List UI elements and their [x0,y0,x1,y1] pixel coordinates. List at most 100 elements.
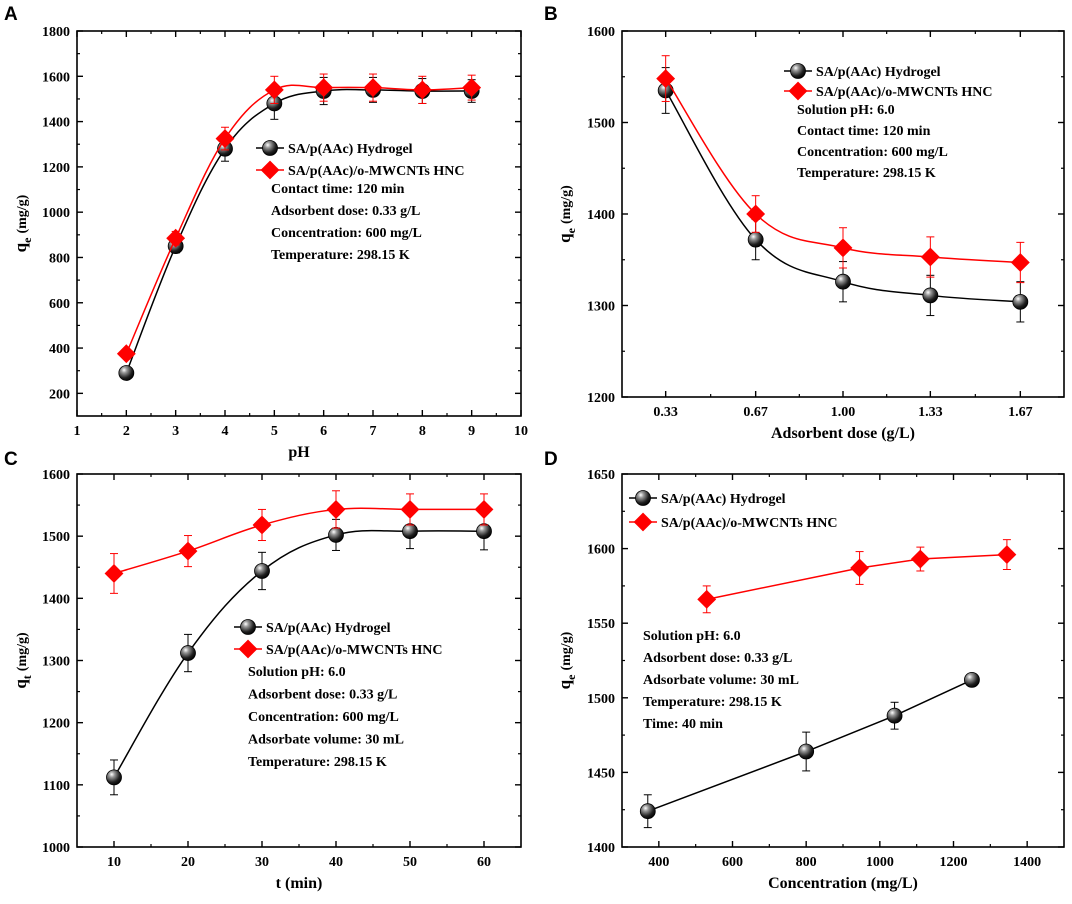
y-axis-label: qt (mg/g) [11,632,34,689]
series-line [665,78,1021,264]
y-axis-label: qe (mg/g) [555,631,578,689]
legend-entry: SA/p(AAc)/o-MWCNTs HNC [784,81,992,101]
data-point [964,671,980,688]
x-tick-label: 0.67 [743,405,768,420]
x-tick-label: 7 [370,424,377,439]
data-point [833,238,853,258]
y-axis-label: qe (mg/g) [11,194,34,252]
x-tick-label: 1 [74,424,81,439]
legend-entry: SA/p(AAc)/o-MWCNTs HNC [629,512,837,532]
x-tick-label: 20 [181,855,195,870]
y-tick-label: 1650 [587,468,615,483]
data-point [474,500,494,519]
data-point [746,204,766,224]
y-axis-label-unit: (mg/g) [559,185,574,224]
y-axis-label-sub: e [564,227,578,233]
y-tick-label: 1400 [42,116,70,131]
data-point [920,247,940,267]
x-axis-label: Concentration (mg/L) [768,875,918,892]
y-tick-label: 1600 [42,468,70,483]
panel-label: D [544,449,558,470]
y-axis-label-sub: t [20,675,34,679]
x-tick-label: 8 [419,424,426,439]
y-tick-label: 1450 [587,766,615,781]
x-tick-label: 10 [107,855,121,870]
y-tick-label: 1200 [42,717,70,732]
series-line [113,507,484,575]
condition-note: Concentration: 600 mg/L [248,710,399,725]
condition-note: Solution pH: 6.0 [797,103,895,118]
legend-label: SA/p(AAc) Hydrogel [661,492,786,507]
panel-a: A 1 2 3 4 5 6 7 8 9 10 200 400 600 800 1000 1200 1400 1600… [4,4,528,461]
y-tick-label: 1500 [587,692,615,707]
x-tick-label: 1.00 [831,405,856,420]
y-tick-label: 1800 [42,25,70,40]
x-axis-label: pH [288,444,310,461]
data-point [118,365,135,381]
data-point [326,500,346,519]
y-tick-label: 1500 [42,530,70,545]
y-axis-label-main: q [11,242,30,252]
y-axis-label-unit: (mg/g) [559,631,574,670]
data-point [328,527,344,543]
series-hnc [697,539,1017,614]
data-point [402,523,418,540]
data-point [215,129,235,148]
x-tick-label: 1400 [1013,855,1041,870]
y-axis-label-main: q [555,679,574,689]
legend-entry: SA/p(AAc)/o-MWCNTs HNC [256,160,464,180]
data-point [697,589,717,609]
y-axis-label-unit: (mg/g) [15,194,30,233]
x-tick-label: 5 [271,424,278,439]
x-tick-label: 4 [222,424,229,439]
y-tick-label: 1400 [42,592,70,607]
legend-entry: SA/p(AAc)/o-MWCNTs HNC [234,639,442,659]
x-tick-label: 60 [477,855,491,870]
data-point [254,563,270,579]
legend-marker [635,490,651,506]
series-line [647,679,973,812]
legend-entry: SA/p(AAc) Hydrogel [234,619,391,636]
data-point [1012,293,1029,310]
condition-note: Solution pH: 6.0 [248,665,346,680]
legend-entry: SA/p(AAc) Hydrogel [256,140,413,157]
series-hnc [116,73,482,364]
y-tick-label: 600 [49,297,70,312]
panel-label: C [4,449,18,470]
condition-note: Temperature: 298.15 K [248,755,387,770]
condition-note: Concentration: 600 mg/L [797,145,948,160]
series-line [665,90,1021,303]
panel-b: B 0.33 0.67 1.00 1.33 1.67 1200 1300 1400 1500 160… [544,4,1065,442]
y-tick-label: 1200 [587,391,615,406]
y-axis-label-main: q [555,233,574,243]
data-point [314,78,334,98]
x-tick-label: 6 [320,424,327,439]
condition-note: Adsorbate volume: 30 mL [248,733,404,748]
data-point [910,549,930,569]
legend-marker [238,639,258,659]
x-tick-label: 400 [648,855,669,870]
y-tick-label: 800 [49,251,70,266]
data-point [180,645,196,661]
condition-note: Contact time: 120 min [797,124,931,139]
y-tick-label: 200 [49,387,70,402]
panel-label: B [544,4,558,25]
condition-note: Adsorbent dose: 0.33 g/L [271,204,420,219]
y-tick-label: 1550 [587,617,615,632]
x-tick-label: 600 [722,855,743,870]
condition-note: Time: 40 min [643,717,723,732]
series-line [706,553,1007,601]
series-hnc [656,55,1030,284]
legend-marker [240,619,256,635]
condition-note: Temperature: 298.15 K [797,166,936,181]
data-point [835,273,851,290]
series-hydrogel [106,512,492,796]
series-hydrogel [639,671,980,829]
legend-entry: SA/p(AAc) Hydrogel [784,63,941,80]
condition-note: Temperature: 298.15 K [643,695,782,710]
data-point [178,541,198,561]
legend-label: SA/p(AAc) Hydrogel [816,65,941,80]
data-point [363,78,383,98]
y-tick-label: 1600 [42,70,70,85]
